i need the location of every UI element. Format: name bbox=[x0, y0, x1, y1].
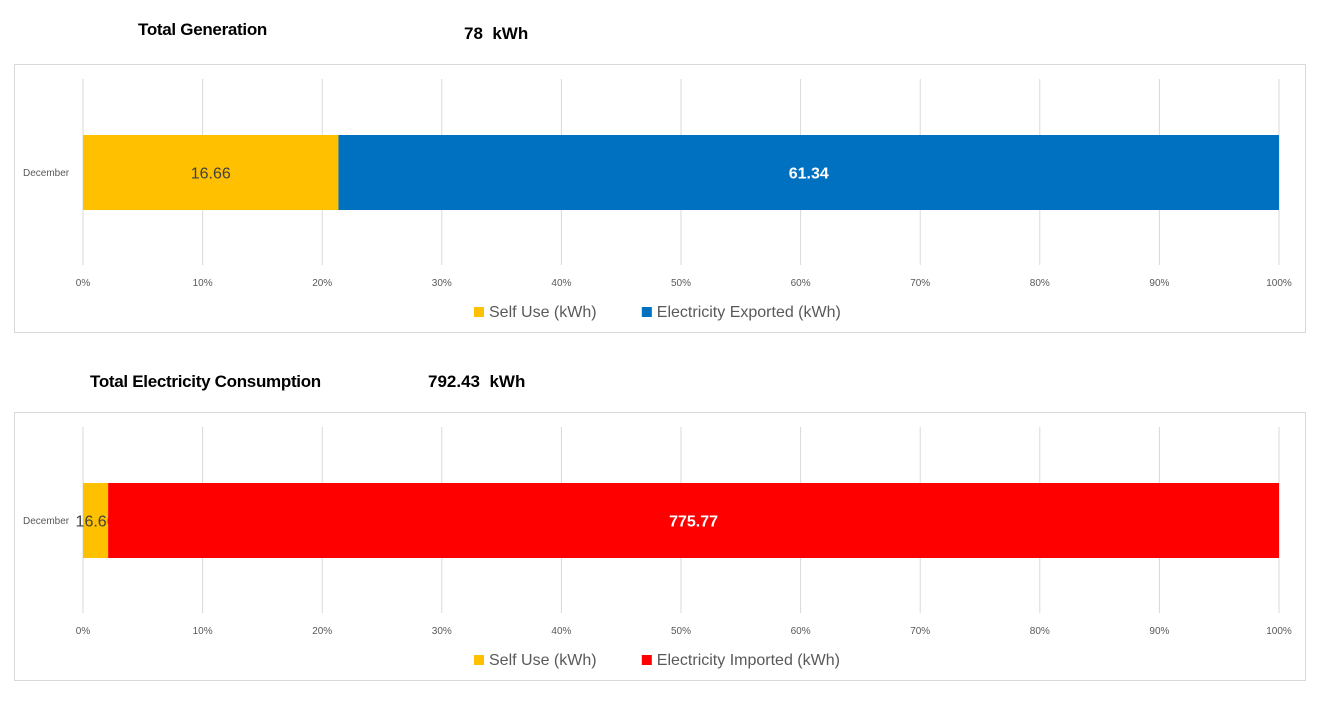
x-tick-label: 100% bbox=[1266, 278, 1292, 289]
x-tick-label: 60% bbox=[791, 278, 811, 289]
legend-swatch bbox=[641, 655, 652, 665]
legend-swatch bbox=[474, 307, 484, 317]
x-tick-label: 0% bbox=[76, 278, 91, 289]
legend-swatch bbox=[641, 307, 652, 317]
x-tick-label: 40% bbox=[551, 278, 571, 289]
x-tick-label: 100% bbox=[1266, 626, 1292, 637]
category-label: December bbox=[23, 168, 70, 179]
x-tick-label: 30% bbox=[432, 626, 452, 637]
bar-segment-1 bbox=[83, 135, 339, 210]
x-tick-label: 90% bbox=[1149, 626, 1169, 637]
bar-segment-1 bbox=[83, 483, 109, 558]
data-label: 16.66 bbox=[76, 514, 116, 531]
consumption-title: Total Electricity Consumption bbox=[90, 372, 321, 391]
x-tick-label: 0% bbox=[76, 626, 91, 637]
legend-label: Self Use (kWh) bbox=[489, 304, 597, 321]
legend-label: Electricity Imported (kWh) bbox=[657, 652, 840, 669]
data-label: 61.34 bbox=[789, 166, 829, 183]
bar-segment-2 bbox=[108, 483, 1279, 558]
x-tick-label: 60% bbox=[791, 626, 811, 637]
legend-swatch bbox=[474, 655, 484, 665]
x-tick-label: 20% bbox=[312, 626, 332, 637]
x-tick-label: 10% bbox=[193, 278, 213, 289]
x-tick-label: 50% bbox=[671, 626, 691, 637]
x-tick-label: 40% bbox=[551, 626, 571, 637]
x-tick-label: 80% bbox=[1030, 626, 1050, 637]
x-tick-label: 10% bbox=[193, 626, 213, 637]
x-tick-label: 70% bbox=[910, 626, 930, 637]
x-tick-label: 20% bbox=[312, 278, 332, 289]
x-tick-label: 70% bbox=[910, 278, 930, 289]
x-tick-label: 30% bbox=[432, 278, 452, 289]
x-tick-label: 80% bbox=[1030, 278, 1050, 289]
data-label: 16.66 bbox=[191, 166, 231, 183]
category-label: December bbox=[23, 516, 70, 527]
legend-label: Electricity Exported (kWh) bbox=[657, 304, 841, 321]
generation-total: 78 kWh bbox=[464, 24, 529, 43]
legend-label: Self Use (kWh) bbox=[489, 652, 597, 669]
generation-chart: 0% 10% 20% 30% 40% 50% 60% 70% 80% 90% 100% Decembe… bbox=[14, 64, 1306, 333]
consumption-chart: 0% 10% 20% 30% 40% 50% 60% 70% 80% 90% 100% Decembe… bbox=[14, 412, 1306, 681]
x-tick-label: 50% bbox=[671, 278, 691, 289]
consumption-total: 792.43 kWh bbox=[428, 372, 526, 391]
generation-title: Total Generation bbox=[138, 20, 268, 39]
data-label: 775.77 bbox=[669, 514, 718, 531]
bar-segment-2 bbox=[338, 135, 1279, 210]
chart-svg: 0% 10% 20% 30% 40% 50% 60% 70% 80% 90% 100% Decembe… bbox=[23, 427, 1292, 669]
x-tick-label: 90% bbox=[1149, 278, 1169, 289]
chart-svg: 0% 10% 20% 30% 40% 50% 60% 70% 80% 90% 100% Decembe… bbox=[23, 79, 1292, 321]
